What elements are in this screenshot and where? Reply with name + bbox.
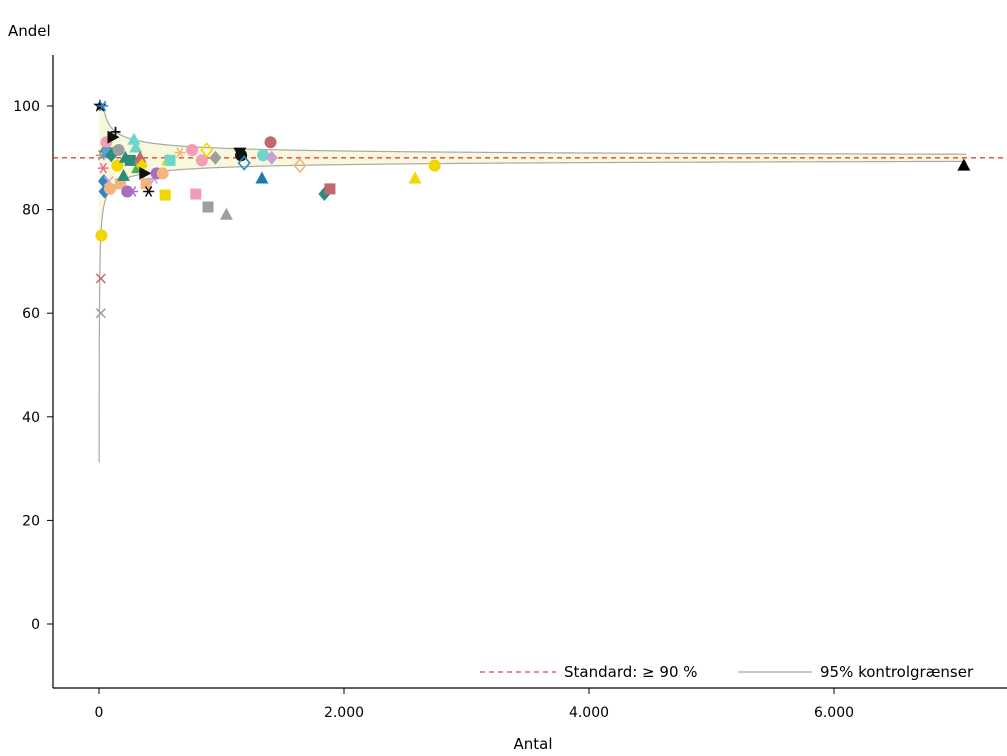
- data-point: [112, 144, 125, 157]
- lower-control-limit: [98, 160, 967, 463]
- data-point: [95, 229, 108, 242]
- data-point: [235, 149, 248, 162]
- x-ticks: 0 2.000 4.000 6.000: [95, 688, 854, 721]
- x-tick-label: 2.000: [324, 705, 364, 721]
- y-ticks: 0 20 40 60 80 100: [13, 99, 53, 633]
- data-point: [95, 308, 106, 319]
- data-point: [324, 183, 336, 195]
- data-points: [93, 99, 971, 319]
- data-point: [428, 159, 441, 172]
- x-tick-label: 6.000: [814, 705, 854, 721]
- x-axis-title: Antal: [513, 735, 552, 753]
- data-point: [159, 189, 171, 201]
- data-point: [202, 201, 214, 213]
- y-tick-label: 80: [22, 203, 40, 219]
- data-point: [97, 162, 109, 174]
- data-point: [129, 140, 143, 153]
- data-point: [114, 178, 126, 190]
- data-point: [264, 136, 277, 149]
- x-tick-label: 4.000: [569, 705, 609, 721]
- data-point: [97, 100, 109, 112]
- data-point: [133, 150, 147, 163]
- data-point: [957, 158, 971, 171]
- axes: [52, 55, 1007, 689]
- legend: Standard: ≥ 90 % 95% kontrolgrænser: [480, 663, 974, 681]
- data-point: [124, 154, 136, 166]
- data-point: [265, 150, 278, 165]
- data-point: [164, 154, 176, 166]
- data-point: [110, 126, 121, 137]
- data-point: [200, 142, 214, 158]
- data-point: [255, 171, 269, 184]
- data-point: [143, 186, 155, 197]
- data-point: [408, 171, 422, 184]
- data-point: [195, 154, 208, 167]
- data-point: [190, 188, 202, 200]
- y-axis-title: Andel: [8, 22, 51, 40]
- data-point: [135, 158, 148, 173]
- data-point: [139, 166, 152, 180]
- data-point: [95, 273, 106, 284]
- control-limit-fill: [99, 106, 967, 463]
- control-limit-band: [98, 105, 967, 463]
- upper-control-limit: [99, 105, 967, 155]
- data-point: [174, 147, 186, 159]
- y-tick-label: 100: [13, 99, 40, 115]
- data-point: [156, 167, 169, 180]
- data-point: [140, 178, 152, 190]
- data-point: [293, 157, 307, 174]
- y-tick-label: 20: [22, 513, 40, 529]
- y-tick-label: 40: [22, 410, 40, 426]
- legend-standard-label: Standard: ≥ 90 %: [564, 663, 698, 681]
- y-tick-label: 0: [31, 617, 40, 633]
- data-point: [107, 130, 120, 144]
- data-point: [237, 155, 251, 171]
- x-tick-label: 0: [95, 705, 104, 721]
- data-point: [186, 144, 199, 157]
- data-point: [104, 182, 117, 195]
- y-tick-label: 60: [22, 306, 40, 322]
- data-point: [127, 132, 141, 145]
- data-point: [209, 150, 222, 165]
- data-point: [127, 186, 139, 197]
- data-point: [117, 168, 130, 181]
- data-point: [219, 207, 233, 220]
- legend-control-label: 95% kontrolgrænser: [820, 663, 974, 681]
